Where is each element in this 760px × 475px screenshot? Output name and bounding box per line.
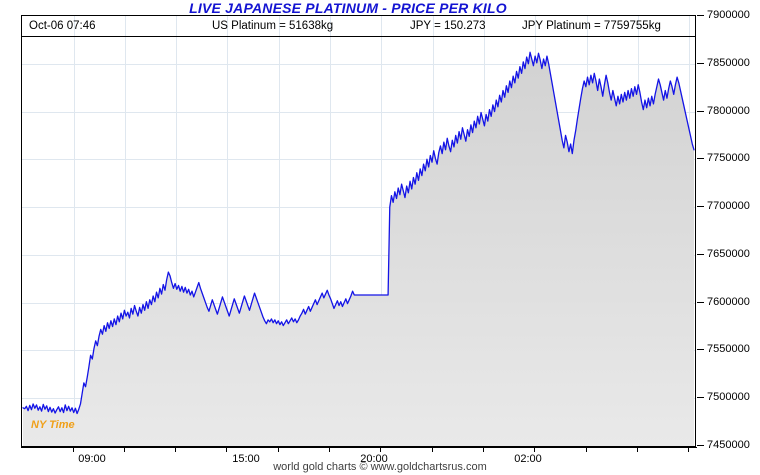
x-axis-tick xyxy=(534,447,535,452)
y-axis-tick xyxy=(697,15,704,16)
gridline-horizontal xyxy=(22,254,695,256)
gridline-vertical xyxy=(227,16,229,446)
x-axis-tick xyxy=(226,447,227,452)
x-axis-tick xyxy=(278,447,279,452)
y-axis-label: 7750000 xyxy=(707,152,750,164)
x-axis-tick xyxy=(432,447,433,452)
x-axis-label: 15:00 xyxy=(232,453,260,465)
info-jpy-rate: JPY = 150.273 xyxy=(410,20,486,32)
price-line xyxy=(22,51,695,415)
y-axis-label: 7800000 xyxy=(707,105,750,117)
y-axis-tick xyxy=(697,397,704,398)
y-axis-tick xyxy=(697,111,704,112)
gridline-horizontal xyxy=(22,111,695,113)
y-axis-label: 7900000 xyxy=(707,9,750,21)
y-axis-label: 7450000 xyxy=(707,439,750,451)
y-axis-tick xyxy=(697,206,704,207)
price-area-fill xyxy=(23,52,694,446)
x-axis-tick xyxy=(586,447,587,452)
y-axis-label: 7600000 xyxy=(707,296,750,308)
plot-area: Oct-06 07:46 US Platinum = 51638kg JPY =… xyxy=(21,15,696,447)
info-jpy-platinum: JPY Platinum = 7759755kg xyxy=(522,20,661,32)
gridline-horizontal xyxy=(22,207,695,209)
x-axis-label: 02:00 xyxy=(514,453,542,465)
gridline-vertical xyxy=(278,16,280,446)
x-axis-tick xyxy=(73,447,74,452)
gridline-vertical xyxy=(330,16,331,446)
gridline-vertical xyxy=(73,16,75,446)
y-axis-label: 7550000 xyxy=(707,343,750,355)
info-bar: Oct-06 07:46 US Platinum = 51638kg JPY =… xyxy=(22,16,695,37)
y-axis-tick xyxy=(697,63,704,64)
x-axis-tick xyxy=(688,447,689,452)
x-axis-tick xyxy=(175,447,176,452)
gridline-vertical xyxy=(176,16,178,446)
timezone-label: NY Time xyxy=(31,419,75,431)
y-axis-tick xyxy=(697,445,704,446)
x-axis-label: 09:00 xyxy=(78,453,106,465)
gridline-horizontal xyxy=(22,159,695,161)
footer-credit: world gold charts © www.goldchartsrus.co… xyxy=(273,461,487,473)
x-axis-line xyxy=(21,447,697,448)
info-date: Oct-06 07:46 xyxy=(29,20,96,32)
y-axis-label: 7650000 xyxy=(707,248,750,260)
x-axis-tick xyxy=(483,447,484,452)
x-axis-tick xyxy=(637,447,638,452)
x-axis-tick xyxy=(329,447,330,452)
x-axis-label: 20:00 xyxy=(360,453,388,465)
gridline-vertical xyxy=(124,16,126,446)
price-series-chart xyxy=(22,51,695,446)
y-axis-tick xyxy=(697,254,704,255)
gridline-vertical xyxy=(381,16,383,446)
y-axis-tick xyxy=(697,349,704,350)
y-axis-label: 7500000 xyxy=(707,391,750,403)
info-us-platinum: US Platinum = 51638kg xyxy=(212,20,334,32)
gridline-horizontal xyxy=(22,63,695,65)
x-axis-tick xyxy=(124,447,125,452)
y-axis-label: 7850000 xyxy=(707,57,750,69)
plot-inner: Oct-06 07:46 US Platinum = 51638kg JPY =… xyxy=(22,16,695,446)
y-axis-tick xyxy=(697,158,704,159)
y-axis-label: 7700000 xyxy=(707,200,750,212)
x-axis-tick xyxy=(380,447,381,452)
y-axis-tick xyxy=(697,302,704,303)
page-title: LIVE JAPANESE PLATINUM - PRICE PER KILO xyxy=(189,0,507,16)
